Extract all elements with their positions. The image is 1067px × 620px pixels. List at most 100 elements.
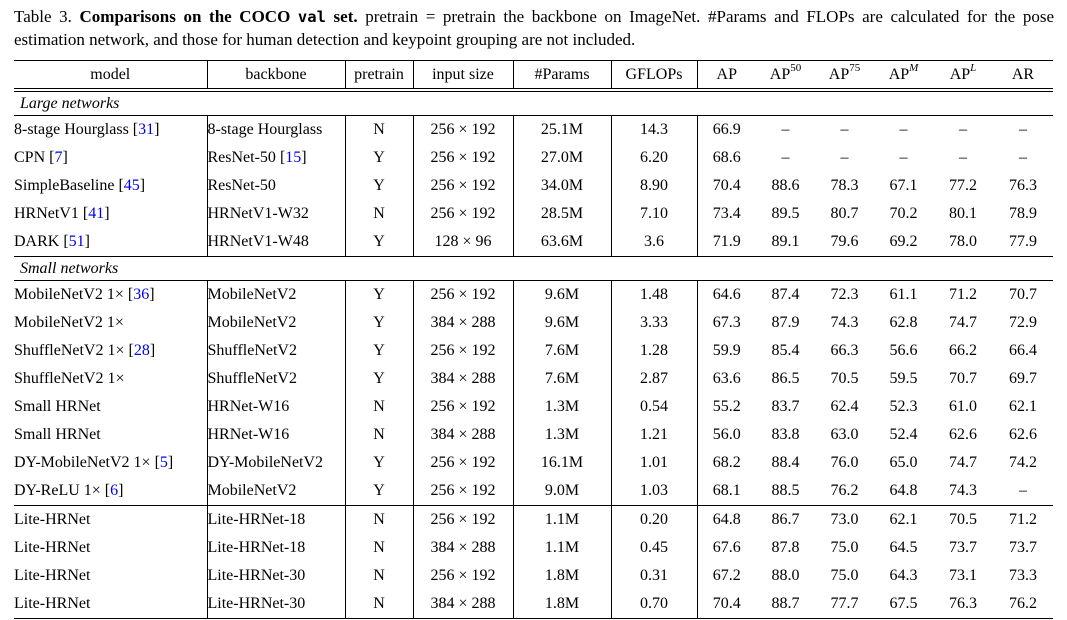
cell-gflops: 0.70	[611, 590, 698, 620]
citation-link[interactable]: 15	[285, 149, 302, 167]
table-row: SimpleBaseline [45] ResNet-50 Y 256 × 192 34…	[14, 172, 1053, 201]
cell-ar: –	[1019, 482, 1027, 500]
cell-ap75: 79.6	[830, 233, 859, 251]
cell-gflops: 8.90	[611, 172, 698, 201]
citation-link[interactable]: 6	[110, 482, 119, 500]
citation-link[interactable]: 5	[159, 454, 168, 472]
citation-link[interactable]: 28	[133, 342, 150, 360]
cell-model: DARK [51]	[14, 228, 208, 257]
cell-ap: 70.4	[697, 590, 756, 620]
cell-apm: 69.2	[889, 233, 918, 251]
cell-input-size: 256 × 192	[413, 449, 514, 478]
table-row: Lite-HRNet Lite-HRNet-30 N 256 × 192 1.8M 0.3…	[14, 562, 1053, 591]
cell-input-size: 128 × 96	[413, 228, 514, 257]
column-header-superscript: L	[970, 62, 977, 75]
column-header-ap75: AP75	[815, 60, 874, 93]
cell-ap75: 80.7	[830, 205, 859, 223]
cell-ar: 71.2	[993, 505, 1053, 535]
citation-link[interactable]: 7	[54, 149, 63, 167]
cell-gflops: 6.20	[611, 144, 698, 173]
table-row: Lite-HRNet Lite-HRNet-18 N 256 × 192 1.1M 0.2…	[14, 505, 1053, 535]
cell-input-size: 256 × 192	[413, 115, 514, 145]
column-header-superscript: M	[909, 62, 919, 75]
cell-params: 1.8M	[513, 590, 612, 620]
cell-ap: 66.9	[712, 121, 741, 139]
table-row: Small HRNet HRNet-W16 N 384 × 288 1.3M 1.21 56…	[14, 421, 1053, 450]
cell-ap50: 83.7	[771, 398, 800, 416]
cell-apl: 77.2	[949, 177, 977, 195]
cell-apl: –	[959, 149, 967, 167]
cell-ap50: 88.0	[771, 567, 800, 585]
cell-backbone: DY-MobileNetV2	[207, 449, 346, 478]
cell-params: 1.3M	[513, 421, 612, 450]
cell-gflops: 0.31	[611, 562, 698, 591]
cell-model: CPN [7]	[14, 144, 208, 173]
cell-ap50: 87.9	[771, 314, 800, 332]
cell-pretrain: Y	[345, 228, 414, 257]
cell-ap75: 63.0	[830, 426, 859, 444]
cell-apl: 74.3	[949, 482, 977, 500]
cell-ap75: 76.0	[830, 454, 859, 472]
citation-link[interactable]: 31	[138, 121, 155, 139]
table-row: DY-ReLU 1× [6] MobileNetV2 Y 256 × 192 9.0M 1…	[14, 477, 1053, 506]
cell-ar: 77.9	[1009, 233, 1037, 251]
header-row: model backbone pretrain input size #Params GF…	[14, 60, 1053, 93]
caption-label: Table 3.	[14, 7, 80, 26]
cell-ap75: 62.4	[830, 398, 859, 416]
cell-params: 1.3M	[513, 393, 612, 422]
citation-link[interactable]: 36	[133, 286, 150, 304]
cell-ap75: 77.7	[815, 590, 874, 620]
cell-backbone: 8-stage Hourglass	[207, 115, 346, 145]
cell-input-size: 384 × 288	[413, 365, 514, 394]
column-header-superscript: 75	[849, 62, 861, 75]
cell-ap: 71.9	[712, 233, 741, 251]
cell-backbone: Lite-HRNet-18	[207, 505, 346, 535]
cell-ap75: 75.0	[830, 539, 859, 557]
cell-params: 9.6M	[513, 280, 612, 310]
cell-model: Lite-HRNet	[14, 562, 208, 591]
cell-gflops: 1.48	[611, 280, 698, 310]
citation-link[interactable]: 41	[88, 205, 105, 223]
cell-input-size: 256 × 192	[413, 393, 514, 422]
cell-gflops: 2.87	[611, 365, 698, 394]
cell-params: 34.0M	[513, 172, 612, 201]
cell-input-size: 256 × 192	[413, 337, 514, 366]
cell-backbone: ShuffleNetV2	[207, 365, 346, 394]
cell-ar: –	[1019, 149, 1027, 167]
cell-gflops: 0.45	[611, 534, 698, 563]
cell-apm: 67.5	[874, 590, 933, 620]
caption-title: set.	[325, 7, 358, 26]
cell-model: DY-MobileNetV2 1× [5]	[14, 449, 208, 478]
cell-apm: –	[899, 149, 908, 167]
section-header-row: Large networks	[14, 89, 1053, 117]
cell-apm: 64.8	[889, 482, 918, 500]
cell-pretrain: N	[345, 534, 414, 563]
cell-pretrain: N	[345, 562, 414, 591]
cell-model: ShuffleNetV2 1× [28]	[14, 337, 208, 366]
cell-model: SimpleBaseline [45]	[14, 172, 208, 201]
table-row: ShuffleNetV2 1× [28] ShuffleNetV2 Y 256 × 1…	[14, 337, 1053, 366]
cell-ap50: –	[781, 149, 790, 167]
cell-apm: 59.5	[889, 370, 918, 388]
column-header-ap50: AP50	[756, 60, 815, 93]
results-table: model backbone pretrain input size #Params GF…	[14, 60, 1053, 620]
cell-ap50: 86.5	[771, 370, 800, 388]
cell-ap: 64.6	[712, 286, 741, 304]
cell-ap75: 75.0	[830, 567, 859, 585]
citation-link[interactable]: 51	[68, 233, 85, 251]
citation-link[interactable]: 45	[123, 177, 140, 195]
cell-params: 9.0M	[513, 477, 612, 506]
cell-ap: 63.6	[712, 370, 741, 388]
cell-model: MobileNetV2 1×	[14, 309, 208, 338]
cell-input-size: 256 × 192	[413, 562, 514, 591]
cell-backbone: HRNet-W16	[207, 421, 346, 450]
cell-ar: 66.4	[1009, 342, 1037, 360]
cell-ar: 70.7	[1009, 286, 1037, 304]
cell-ap: 55.2	[712, 398, 741, 416]
cell-input-size: 256 × 192	[413, 477, 514, 506]
section-title: Large networks	[14, 89, 1053, 117]
cell-model: Small HRNet	[14, 421, 208, 450]
cell-ap: 64.8	[697, 505, 756, 535]
cell-input-size: 256 × 192	[413, 144, 514, 173]
cell-apm: 64.5	[889, 539, 918, 557]
